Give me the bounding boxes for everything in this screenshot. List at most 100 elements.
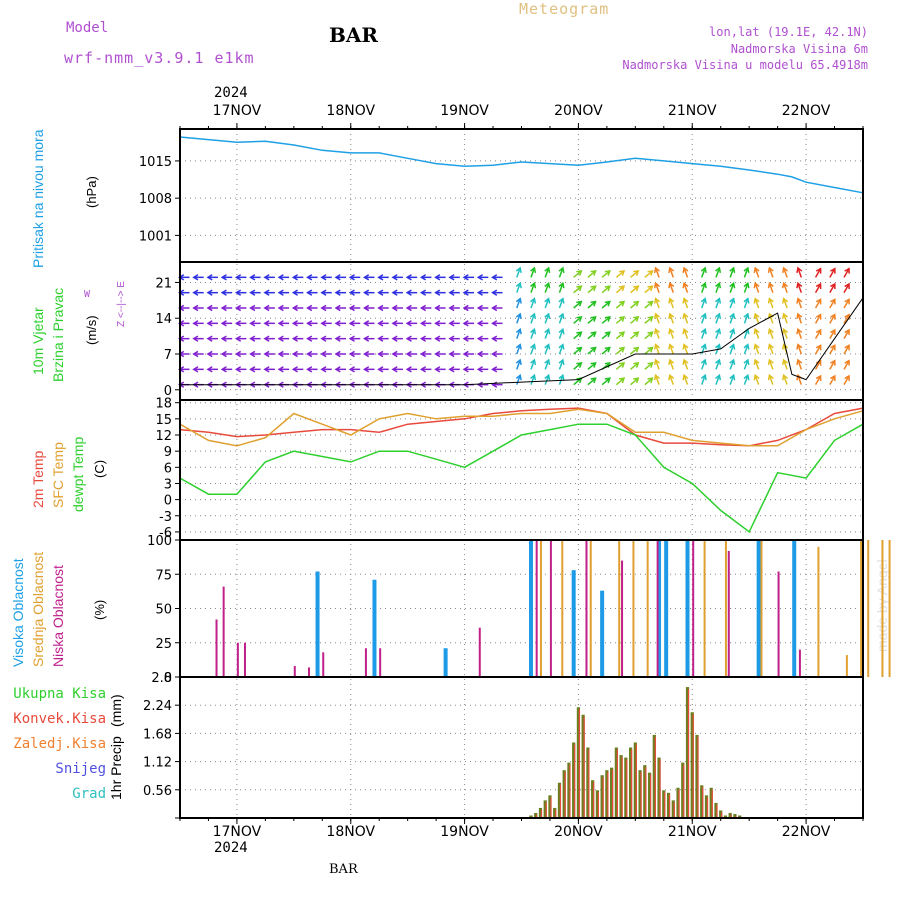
wind-arrow (601, 270, 611, 278)
mid-cloud-bar (618, 540, 621, 677)
wind-arrow-head (590, 377, 597, 384)
precip-bar (728, 812, 732, 818)
low-cloud-bar (798, 649, 801, 677)
conv-precip-bar (583, 716, 585, 818)
wind-arrow-head (491, 289, 498, 296)
wind-arrow (715, 329, 721, 339)
legend-frozen-rain: Zaledj.Kisa (13, 736, 106, 752)
wind-arrow-head (348, 304, 355, 312)
wind-arrow-head (530, 327, 537, 335)
wind-arrow-head (405, 304, 412, 312)
wind-arrow-head (476, 366, 483, 373)
wind-arrow-head (515, 373, 522, 381)
wind-arrow-head (653, 373, 660, 381)
wind-arrow-head (604, 377, 611, 384)
high-cloud-bar (756, 540, 761, 677)
wind-arrow (768, 329, 774, 339)
wind-arrow-head (830, 313, 836, 320)
wind-arrow (630, 270, 639, 278)
wind-arrow-head (405, 350, 412, 358)
wind-arrow-head (604, 331, 611, 338)
wind-arrow (683, 283, 689, 293)
wind-arrow (797, 329, 803, 339)
wind-arrow-head (320, 304, 327, 312)
wind-arrow (516, 298, 521, 309)
model-name: wrf-nmm_v3.9.1 e1km (64, 49, 255, 67)
wind-arrow-head (334, 304, 341, 312)
wind-arrow-head (830, 359, 836, 366)
wind-arrow (729, 329, 735, 339)
wind-arrow-head (277, 289, 284, 296)
wind-arrow (558, 329, 564, 339)
wind-arrow-head (558, 266, 565, 273)
wind-arrow-head (576, 269, 583, 276)
model-elevation-label: Nadmorska Visina u modelu 65.4918m (622, 58, 868, 72)
precip-bar (534, 812, 538, 818)
grid-layer (180, 129, 863, 819)
wind-arrow-head (558, 312, 565, 319)
wind-arrow (654, 298, 660, 309)
wind-arrow (530, 344, 536, 355)
low-cloud-bar (243, 642, 246, 677)
wind-arrow-head (796, 281, 803, 289)
wind-arrow (743, 359, 749, 370)
elevation-label: Nadmorska Visina 6m (730, 42, 868, 56)
lonlat-label: lon,lat (19.1E, 42.1N) (709, 25, 868, 39)
wind-arrow-head (647, 346, 654, 353)
wind-arrow (754, 359, 760, 370)
precip-bar (628, 747, 633, 818)
precip-bar (619, 755, 623, 818)
wind-arrow-head (220, 274, 227, 281)
high-cloud-bar (664, 540, 669, 677)
wind-arrow-head (491, 350, 498, 358)
y-tick-label: 1001 (139, 229, 172, 244)
wind-arrow (701, 267, 706, 278)
wind-arrow-head (743, 343, 750, 350)
wind-arrow-head (715, 281, 722, 289)
wind-arrow-head (348, 350, 355, 358)
wind-arrow-head (781, 343, 789, 350)
wind-arrow-head (206, 274, 213, 281)
wind-arrow-head (781, 281, 789, 289)
wind-arrow (829, 268, 836, 278)
precip-bar (690, 712, 694, 818)
precip-bar (647, 772, 652, 818)
y-tick-label: 100 (147, 534, 172, 549)
wind-arrow-head (590, 331, 597, 338)
wind-arrow-head (604, 269, 611, 276)
wind-arrow-head (448, 304, 455, 312)
wind-arrow-head (434, 366, 441, 373)
wind-arrow (715, 267, 721, 278)
wind-arrow-head (781, 312, 789, 319)
wind-arrow-head (830, 267, 836, 274)
pressure-line (179, 136, 864, 194)
wind-arrow-head (576, 346, 583, 353)
wind-arrow-head (576, 331, 583, 338)
wind-arrow (530, 298, 536, 309)
wind-arrow-head (633, 300, 640, 307)
wind-direction-w: W (84, 289, 91, 300)
wind-arrow (729, 344, 735, 355)
wind-arrow (843, 344, 850, 355)
wind-arrow-head (419, 350, 427, 358)
wind-arrow-head (767, 281, 774, 289)
wind-arrow (814, 268, 822, 278)
wind-arrow-head (753, 343, 760, 350)
wind-arrow-head (234, 350, 242, 358)
low-cloud-bar (478, 627, 481, 677)
wind-arrow-head (192, 335, 199, 342)
wind-arrow-head (320, 350, 327, 358)
wind-arrow-head (277, 274, 284, 281)
wind-arrow-head (476, 274, 483, 281)
mid-cloud-bar (724, 540, 727, 677)
wind-arrow-head (515, 343, 522, 350)
y-tick-label: -3 (159, 510, 172, 525)
conv-precip-bar (687, 689, 690, 818)
wind-arrow-head (815, 298, 822, 305)
wind-arrow-head (249, 335, 256, 342)
station-title: BAR (329, 23, 379, 47)
wind-arrow-head (448, 350, 455, 358)
wind-arrow (843, 329, 850, 340)
conv-precip-bar (630, 749, 633, 818)
precip-bar (591, 780, 595, 818)
